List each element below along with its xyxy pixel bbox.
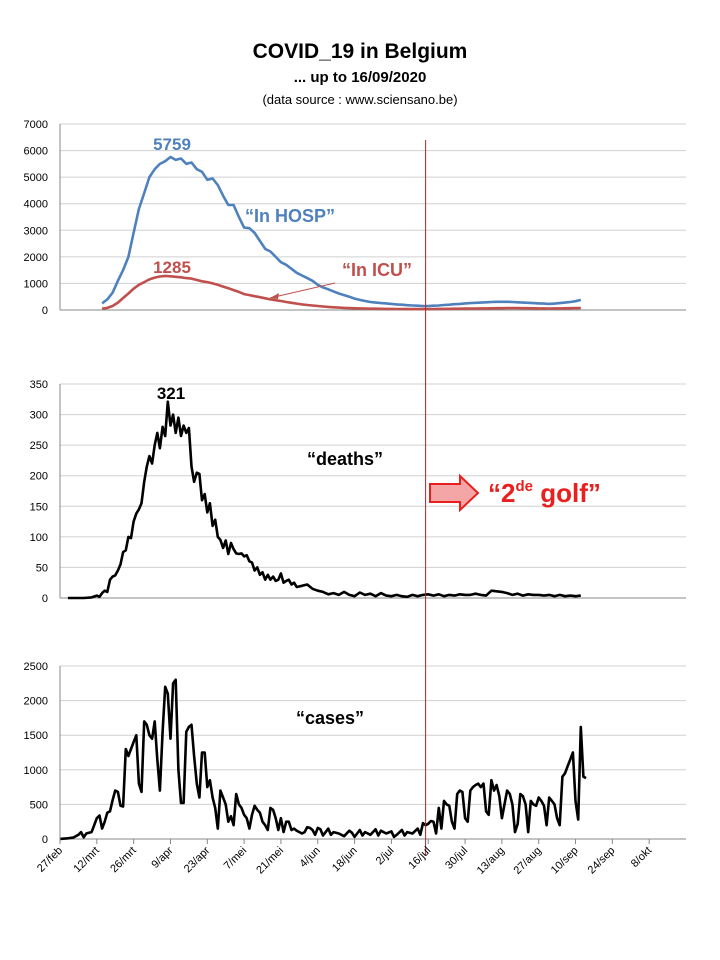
series-line-cases [59, 678, 587, 841]
x-tick-label: 18/jun [330, 845, 360, 875]
x-tick-label: 24/sep [586, 845, 618, 877]
y-tick-label: 500 [30, 799, 48, 811]
second-wave-suffix: golf” [533, 478, 601, 508]
y-tick-label: 0 [42, 593, 48, 605]
hosp-peak-label: 5759 [153, 135, 191, 154]
y-tick-label: 300 [30, 410, 48, 422]
x-tick-label: 7/mei [222, 845, 250, 873]
y-tick-label: 1000 [24, 278, 48, 290]
icu-series-label: “In ICU” [342, 260, 412, 280]
y-tick-label: 350 [30, 379, 48, 391]
series-line-in-icu [101, 274, 581, 311]
y-tick-label: 200 [30, 471, 48, 483]
deaths-series-label: “deaths” [307, 449, 383, 469]
second-wave-superscript: de [515, 478, 533, 495]
x-tick-label: 10/sep [549, 845, 581, 877]
icu-peak-label: 1285 [153, 258, 191, 277]
icu-pointer-head [270, 293, 279, 299]
second-wave-arrow [429, 473, 480, 513]
series-line-deaths [67, 400, 581, 600]
y-tick-label: 150 [30, 501, 48, 513]
x-tick-label: 13/aug [475, 845, 507, 877]
second-wave-label: “2de golf” [488, 478, 601, 508]
deaths-peak-label: 321 [157, 384, 185, 403]
icu-pointer-line [269, 282, 336, 299]
x-tick-label: 9/apr [149, 844, 175, 870]
x-tick-label: 23/apr [182, 844, 213, 875]
x-tick-label: 26/mrt [108, 845, 139, 876]
y-tick-label: 1000 [24, 765, 48, 777]
y-tick-label: 2500 [24, 661, 48, 673]
x-tick-label: 30/jul [443, 845, 470, 872]
data-source: (data source : www.sciensano.be) [262, 92, 458, 107]
x-tick-label: 2/jul [374, 845, 397, 868]
y-tick-label: 7000 [24, 119, 48, 131]
y-tick-label: 250 [30, 440, 48, 452]
hosp-series-label: “In HOSP” [245, 206, 335, 226]
y-tick-label: 5000 [24, 172, 48, 184]
x-tick-label: 4/jun [298, 845, 323, 870]
x-tick-label: 27/feb [35, 845, 65, 875]
y-tick-label: 0 [42, 305, 48, 317]
y-tick-label: 4000 [24, 199, 48, 211]
y-tick-label: 50 [36, 562, 48, 574]
cases-series-label: “cases” [296, 708, 364, 728]
series-line-in-hosp [101, 155, 582, 308]
chart-title: COVID_19 in Belgium [252, 40, 468, 63]
x-tick-label: 16/jul [406, 845, 433, 872]
x-tick-label: 8/okt [629, 845, 654, 870]
y-tick-label: 3000 [24, 225, 48, 237]
y-tick-label: 2000 [24, 696, 48, 708]
second-wave-prefix: “2 [488, 478, 515, 508]
y-tick-label: 1500 [24, 730, 48, 742]
y-tick-label: 6000 [24, 146, 48, 158]
y-tick-label: 0 [42, 834, 48, 846]
chart-subtitle: ... up to 16/09/2020 [293, 69, 427, 86]
y-tick-label: 100 [30, 532, 48, 544]
x-tick-label: 12/mrt [71, 845, 102, 876]
x-tick-label: 27/aug [512, 845, 544, 877]
y-tick-label: 2000 [24, 252, 48, 264]
x-tick-label: 21/mei [254, 845, 286, 877]
